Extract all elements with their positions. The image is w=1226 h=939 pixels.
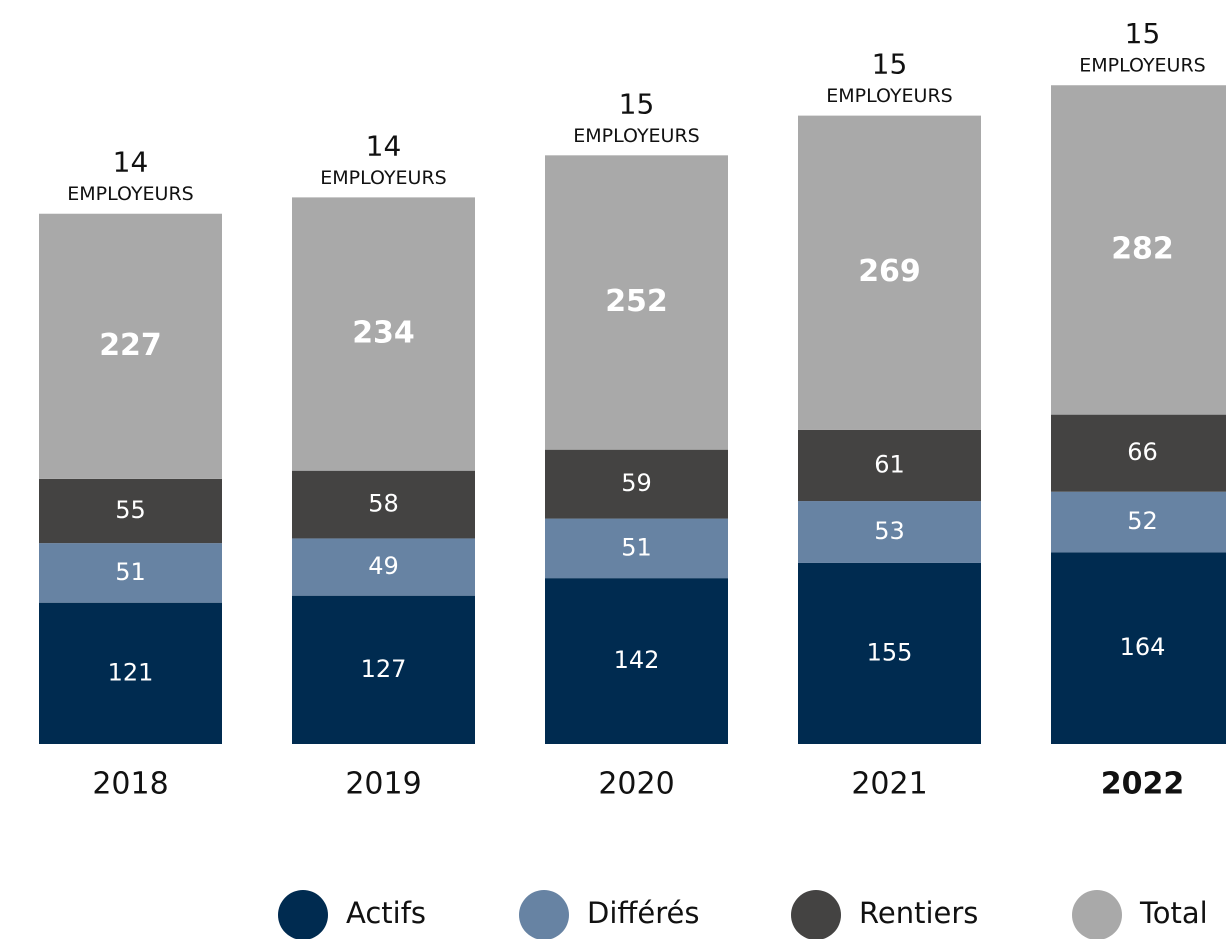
value-label: 55: [115, 496, 146, 524]
bar-segment: [1051, 85, 1226, 415]
value-label: 51: [621, 533, 652, 561]
bar-segment: [545, 578, 728, 744]
value-label: 52: [1127, 507, 1158, 535]
value-label: 252: [605, 284, 668, 319]
legend-swatch: [519, 890, 569, 939]
value-label: 49: [368, 552, 399, 580]
value-label: 282: [1111, 231, 1174, 266]
value-label: 61: [874, 450, 905, 478]
x-tick-label: 2018: [92, 767, 168, 802]
value-label: 53: [874, 517, 905, 545]
value-label: 58: [368, 490, 399, 518]
employer-label: EMPLOYEURS: [826, 85, 952, 107]
x-tick-label: 2022: [1101, 767, 1185, 802]
employer-count: 14: [113, 146, 149, 179]
bar-segment: [798, 115, 981, 430]
x-tick-label: 2020: [598, 767, 674, 802]
legend-swatch: [278, 890, 328, 939]
value-label: 127: [361, 655, 407, 683]
employer-count: 15: [619, 87, 655, 120]
employer-count: 15: [872, 48, 908, 81]
employer-label: EMPLOYEURS: [320, 167, 446, 189]
value-label: 66: [1127, 438, 1158, 466]
value-label: 227: [99, 328, 162, 363]
x-tick-label: 2021: [851, 767, 927, 802]
bar-segment: [1051, 414, 1226, 492]
legend-swatch: [791, 890, 841, 939]
bar-segment: [39, 602, 222, 744]
legend-label: Total: [1139, 896, 1208, 930]
legend-label: Rentiers: [859, 896, 978, 930]
bar-segment: [798, 562, 981, 744]
legend-swatch: [1072, 890, 1122, 939]
employer-label: EMPLOYEURS: [67, 183, 193, 205]
employer-count: 14: [366, 129, 402, 162]
x-tick-label: 2019: [345, 767, 421, 802]
bar-segment: [1051, 491, 1226, 553]
employer-label: EMPLOYEURS: [573, 125, 699, 147]
bar-segment: [545, 449, 728, 519]
bar-segment: [39, 478, 222, 544]
bar-segment: [798, 501, 981, 563]
value-label: 121: [108, 658, 154, 686]
bar-segment: [292, 197, 475, 471]
bar-segment: [545, 518, 728, 579]
bar-segment: [1051, 552, 1226, 744]
value-label: 142: [614, 646, 660, 674]
legend-label: Actifs: [346, 896, 426, 930]
bar-segment: [39, 543, 222, 603]
bar-segment: [292, 538, 475, 596]
value-label: 155: [867, 638, 913, 666]
value-label: 51: [115, 558, 146, 586]
bar-segment: [798, 429, 981, 502]
value-label: 164: [1120, 633, 1166, 661]
bar-segment: [39, 213, 222, 479]
value-label: 59: [621, 469, 652, 497]
bar-segment: [545, 155, 728, 450]
employer-count: 15: [1125, 17, 1161, 50]
employer-label: EMPLOYEURS: [1079, 55, 1205, 77]
value-label: 234: [352, 316, 415, 351]
bar-segment: [292, 595, 475, 744]
legend-label: Différés: [587, 896, 699, 930]
value-label: 269: [858, 254, 921, 289]
bar-segment: [292, 470, 475, 539]
